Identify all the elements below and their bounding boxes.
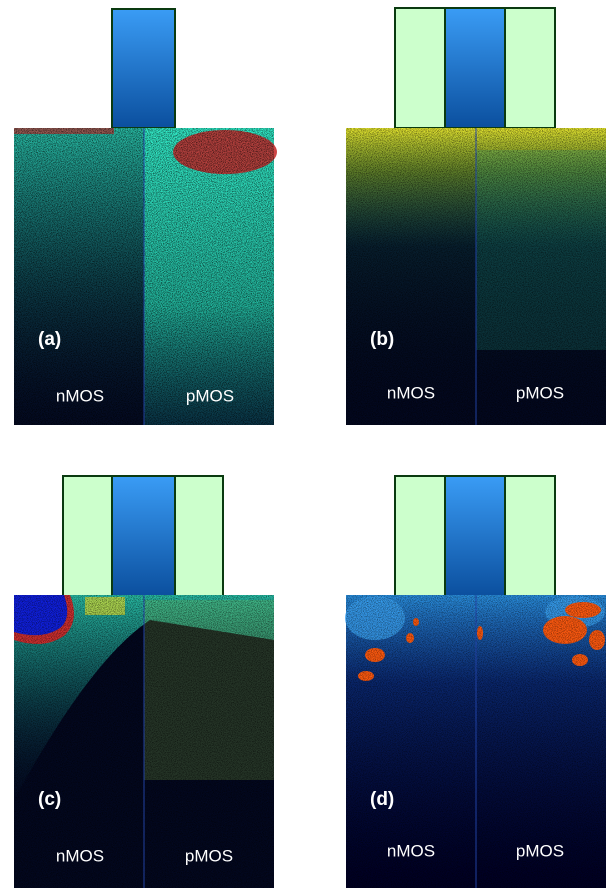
region-label: nMOS bbox=[56, 386, 104, 405]
region-label: pMOS bbox=[516, 841, 564, 860]
panel-label: (b) bbox=[370, 329, 394, 350]
region-label: nMOS bbox=[56, 846, 104, 865]
panel-a: (a) nMOS pMOS bbox=[14, 8, 277, 425]
region-label: pMOS bbox=[186, 386, 234, 405]
panel-label: (c) bbox=[38, 789, 61, 810]
region-label: pMOS bbox=[185, 846, 233, 865]
region-label: nMOS bbox=[387, 841, 435, 860]
panel-b: (b) nMOS pMOS bbox=[346, 7, 606, 425]
region-label: pMOS bbox=[516, 383, 564, 402]
panel-c: (c) nMOS pMOS bbox=[14, 475, 274, 888]
panel-d: (d) nMOS pMOS bbox=[345, 475, 606, 888]
region-label: nMOS bbox=[387, 383, 435, 402]
panel-label: (a) bbox=[38, 329, 61, 350]
panel-label: (d) bbox=[370, 789, 394, 810]
